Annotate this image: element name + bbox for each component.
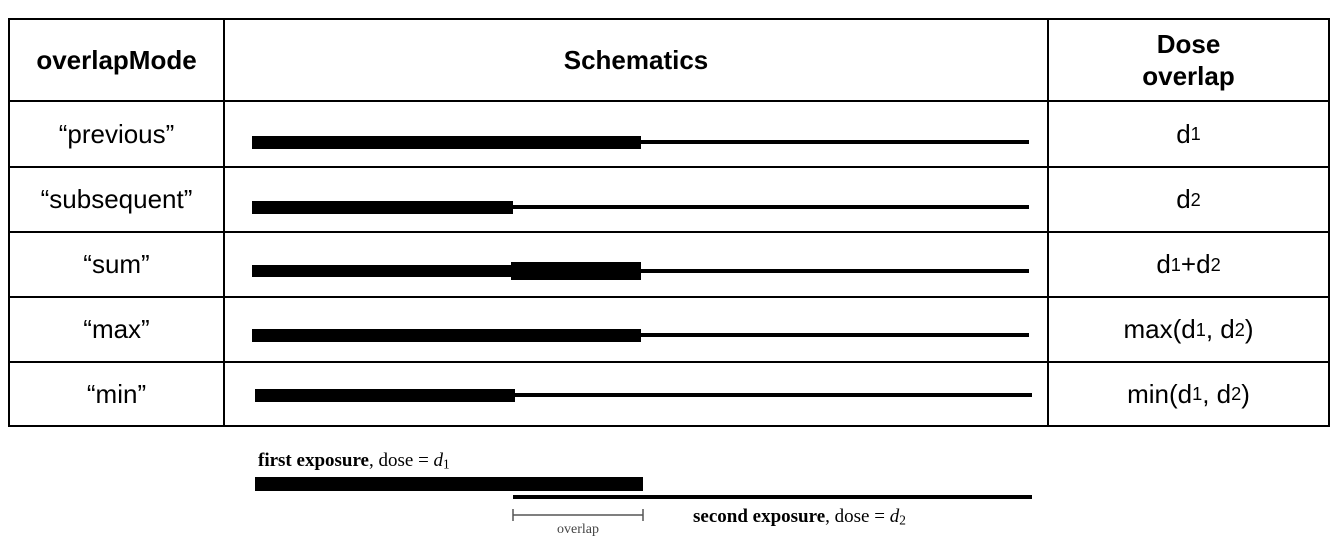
mode-cell-min: “min” [86,378,147,409]
schematic-previous [252,136,1029,149]
mode-cell-max: “max” [83,314,150,344]
table-border-left [8,18,10,427]
schematic-sum [252,262,1029,280]
dose-overlap-table: overlapMode Schematics Dose overlap “pre… [8,18,1330,427]
header-overlap-mode: overlapMode [36,45,197,75]
row-divider [8,231,1330,233]
second-exposure-sub: 2 [899,512,906,528]
second-exposure-line [513,495,1032,499]
dose-cell-sum: d 1 +d 2 [1156,249,1221,279]
header-dose-line2: overlap [1142,61,1235,91]
second-exposure-dose-text: , dose = [825,506,890,527]
schematic-subsequent [252,201,1029,214]
row-divider [8,296,1330,298]
dose-text: d [1176,184,1191,214]
dose-text: min(d [1127,378,1193,409]
dose-text: , d [1205,314,1235,344]
row-divider [8,361,1330,363]
header-schematics: Schematics [563,45,709,75]
schematic-min [255,389,1032,402]
exposure-legend: first exposure, dose = d1 overlap second… [0,440,1342,551]
thin-line [252,205,1029,209]
mode-cell-subsequent: “subsequent” [40,184,193,214]
first-exposure-title: first exposure [258,450,369,471]
first-exposure-label: first exposure, dose = d1 [258,450,450,472]
dose-text: d [1156,249,1171,279]
row-divider [8,166,1330,168]
dose-cell-min: min(d 1, d 2) [1127,378,1250,409]
dose-text: ) [1244,314,1254,344]
dose-cell-max: max(d 1, d 2) [1123,314,1254,344]
table-border-right [1328,18,1330,427]
second-exposure-var: d [889,506,900,527]
second-exposure-title: second exposure [693,506,826,527]
dose-text: d [1176,118,1191,149]
dose-text: max(d [1123,314,1196,344]
overlap-label: overlap [557,522,599,537]
column-divider [223,18,225,427]
thin-line [252,269,1029,273]
schematics-drawings [252,136,1032,402]
dose-text: , d [1202,378,1232,409]
column-divider [1047,18,1049,427]
first-exposure-dose-text: , dose = [369,450,434,471]
mode-cell-sum: “sum” [83,249,150,279]
first-exposure-var: d [433,450,444,471]
second-exposure-label: second exposure, dose = d2 [693,506,906,528]
first-exposure-sub: 1 [443,456,450,472]
header-dose-line1: Dose [1156,29,1221,59]
thin-line [255,393,1032,397]
schematic-max [252,329,1029,342]
legend-diagram [255,477,1032,521]
row-divider [8,100,1330,102]
header-dose-overlap: Dose overlap [1049,20,1328,100]
table-border-top [8,18,1330,20]
mode-cell-previous: “previous” [58,118,175,149]
first-exposure-bar [255,477,643,491]
dose-text: ) [1241,378,1250,409]
dose-text: +d [1180,249,1211,279]
table-border-bottom [8,425,1330,427]
thin-line [252,333,1029,337]
thin-line [252,140,1029,144]
